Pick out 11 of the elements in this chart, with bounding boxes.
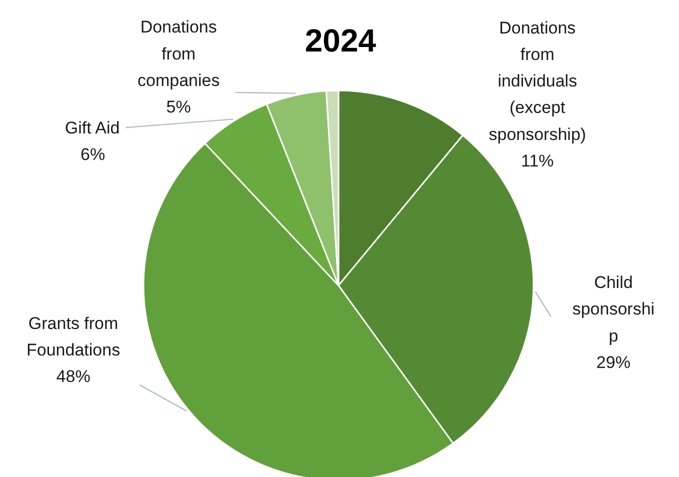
- slice-label: Donations from companies: [137, 18, 220, 90]
- slice-label: Child sponsorshi p: [572, 273, 655, 346]
- slice-label: Grants from Foundations: [26, 314, 120, 360]
- data-label: 5%: [166, 98, 191, 116]
- data-label: 11%: [521, 151, 554, 170]
- data-label: 48%: [56, 366, 90, 386]
- chart-title: 2024: [304, 22, 376, 58]
- slice-label: Gift Aid: [64, 118, 120, 138]
- data-label: 29%: [596, 352, 630, 372]
- slice-label: Donations from individuals (except sponsorship): [488, 18, 586, 144]
- data-label: 6%: [80, 145, 106, 164]
